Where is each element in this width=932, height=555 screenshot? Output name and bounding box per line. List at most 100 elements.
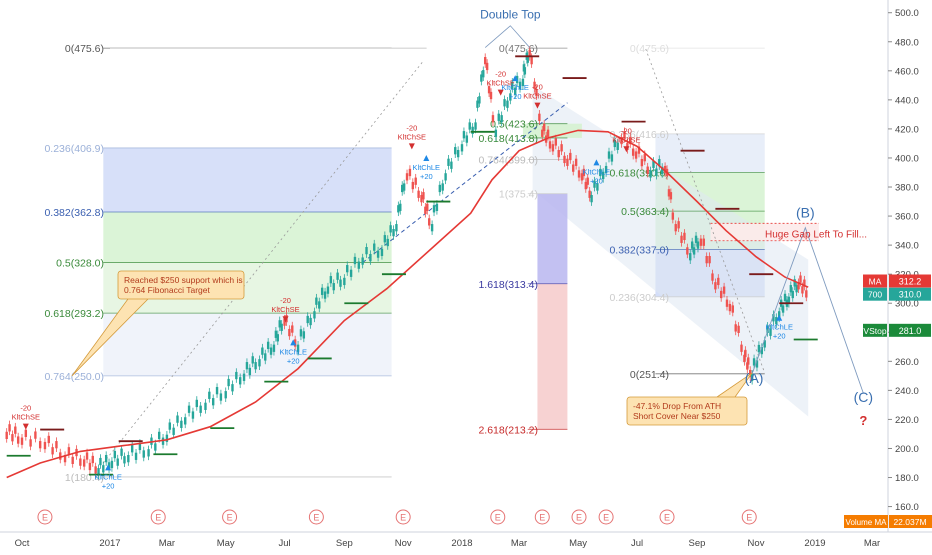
signal-long: KltChLE (501, 83, 529, 92)
price-label-box (889, 274, 931, 288)
price-candle (389, 225, 392, 233)
price-candle (51, 447, 54, 455)
price-candle (318, 301, 321, 309)
price-candle (763, 340, 766, 348)
price-candle (634, 151, 638, 159)
price-candle (474, 122, 477, 130)
price-label-box (889, 323, 931, 337)
signal-long-arrow (593, 159, 600, 166)
price-candle (302, 331, 306, 339)
price-candle (280, 323, 283, 331)
price-candle (426, 203, 429, 211)
price-candle (172, 427, 175, 435)
signal-long: KltChLE (94, 472, 122, 481)
price-candle (783, 293, 787, 302)
price-candle (269, 347, 273, 355)
price-candle (546, 129, 550, 137)
price-candle (215, 387, 219, 395)
support-callout-box (117, 270, 245, 300)
price-candle (801, 286, 804, 294)
price-tag-name: MA (869, 276, 882, 286)
support-callout-pointer (71, 298, 149, 377)
price-candle (104, 455, 108, 463)
fib-center-green (522, 123, 582, 138)
signal-short: KltChSE (612, 135, 640, 144)
price-candle (414, 177, 417, 185)
price-candle (513, 87, 517, 95)
earnings-label: E (42, 513, 48, 523)
signal-long: KltChLE (765, 323, 793, 332)
price-candle (288, 328, 291, 337)
price-candle (667, 189, 671, 197)
fib-right-label: 0(475.6) (630, 43, 669, 55)
price-candle (142, 450, 145, 458)
y-tick-label: 260.0 (895, 357, 919, 368)
price-candle (276, 334, 280, 342)
x-tick-label: Mar (864, 538, 880, 549)
price-tag-name: VStop (863, 326, 886, 336)
earnings-label: E (495, 513, 501, 523)
price-candle (563, 155, 566, 164)
signal-minus: -20 (532, 83, 543, 92)
price-candle (184, 417, 187, 425)
price-candle (694, 235, 698, 243)
price-candle (793, 279, 796, 287)
price-candle (478, 96, 481, 104)
price-candle (613, 139, 617, 148)
price-candle (572, 164, 575, 172)
price-candle (67, 447, 71, 455)
price-candle (692, 247, 696, 255)
signal-plus: +20 (509, 92, 522, 101)
y-tick-label: 340.0 (895, 241, 919, 252)
drop-callout-box (626, 396, 748, 426)
price-candle (386, 238, 389, 247)
price-candle (725, 299, 729, 307)
signal-minus: -20 (621, 126, 632, 135)
price-candle (34, 431, 37, 439)
price-candle (339, 279, 342, 287)
price-candle (538, 113, 541, 121)
price-candle (231, 384, 234, 392)
price-candle (376, 250, 380, 258)
fib-center-label: 2.618(213.2) (478, 424, 538, 436)
price-candle (154, 443, 157, 451)
ma-line (6, 129, 809, 479)
fib-center-label: 0.764(399.0) (478, 154, 538, 166)
price-candle (623, 131, 626, 139)
price-candle (47, 435, 50, 444)
signal-plus: +20 (773, 332, 786, 341)
earnings-marker (490, 509, 506, 525)
earnings-label: E (664, 513, 670, 523)
price-candle (130, 445, 134, 453)
price-candle (602, 171, 605, 180)
price-candle (110, 460, 114, 469)
price-candle (696, 241, 700, 249)
price-candle (489, 91, 493, 100)
price-candle (671, 212, 675, 220)
y-tick-label: 460.0 (895, 66, 919, 77)
y-tick-label: 160.0 (895, 502, 919, 513)
price-candle (699, 238, 703, 246)
price-candle (20, 437, 24, 445)
signal-short-arrow (408, 143, 415, 150)
fib-right-label: 0.5(363.4) (621, 206, 669, 218)
price-candle (399, 203, 402, 211)
x-tick-label: 2019 (804, 538, 825, 549)
y-tick-label: 480.0 (895, 37, 919, 48)
y-tick-label: 360.0 (895, 212, 919, 223)
price-candle (38, 441, 42, 449)
price-candle (29, 439, 32, 447)
price-candle (258, 359, 261, 367)
signal-long-arrow (776, 314, 783, 321)
price-candle (329, 276, 333, 284)
price-candle (596, 183, 599, 191)
price-candle (543, 123, 546, 132)
x-tick-label: 2017 (99, 538, 120, 549)
price-label-value: 310.0 (899, 290, 922, 300)
wave-lines (751, 226, 864, 394)
price-candle (123, 456, 126, 464)
price-candle (397, 205, 400, 213)
price-candle (444, 173, 447, 181)
price-candle (454, 147, 457, 155)
price-candle (85, 452, 89, 460)
